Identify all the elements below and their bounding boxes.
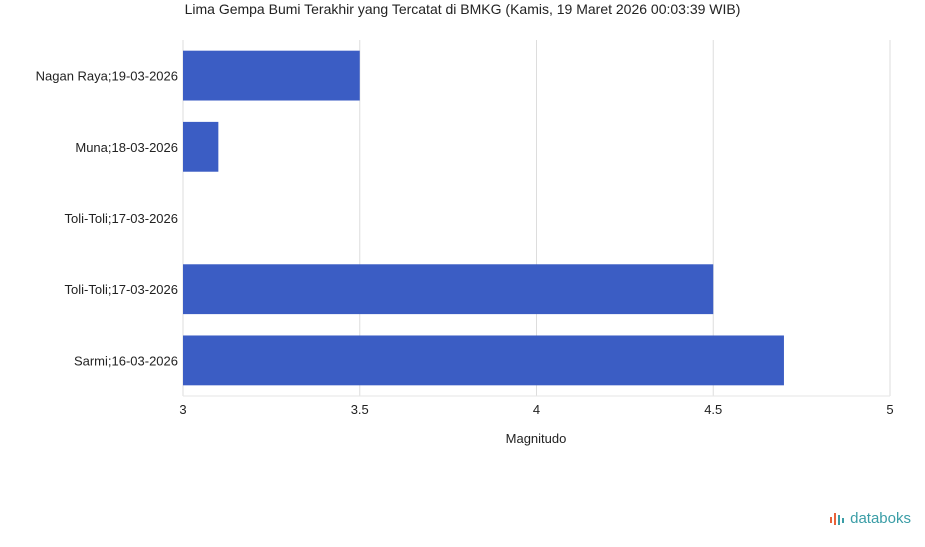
- y-tick-label: Sarmi;16-03-2026: [74, 353, 178, 368]
- x-tick-label: 4.5: [704, 402, 722, 417]
- x-tick-label: 4: [533, 402, 540, 417]
- x-axis-title: Magnitudo: [506, 431, 567, 446]
- x-tick-label: 5: [886, 402, 893, 417]
- y-tick-label: Nagan Raya;19-03-2026: [36, 69, 178, 84]
- bar[interactable]: [183, 121, 219, 172]
- bar[interactable]: [183, 50, 360, 101]
- chart-title: Lima Gempa Bumi Terakhir yang Tercatat d…: [184, 1, 741, 17]
- y-tick-label: Toli-Toli;17-03-2026: [65, 211, 178, 226]
- y-tick-label: Toli-Toli;17-03-2026: [65, 282, 178, 297]
- x-tick-label: 3.5: [351, 402, 369, 417]
- y-tick-labels: Nagan Raya;19-03-2026 Muna;18-03-2026 Toli…: [36, 69, 178, 369]
- databoks-logo-icon: [830, 512, 845, 525]
- y-tick-label: Muna;18-03-2026: [75, 140, 178, 155]
- brand-name: databoks: [850, 510, 911, 527]
- x-tick-labels: 3 3.5 4 4.5 5: [179, 402, 893, 417]
- databoks-brand: databoks: [829, 510, 911, 527]
- bars: [183, 50, 784, 386]
- bar[interactable]: [183, 264, 714, 315]
- x-tick-label: 3: [179, 402, 186, 417]
- bar[interactable]: [183, 335, 784, 386]
